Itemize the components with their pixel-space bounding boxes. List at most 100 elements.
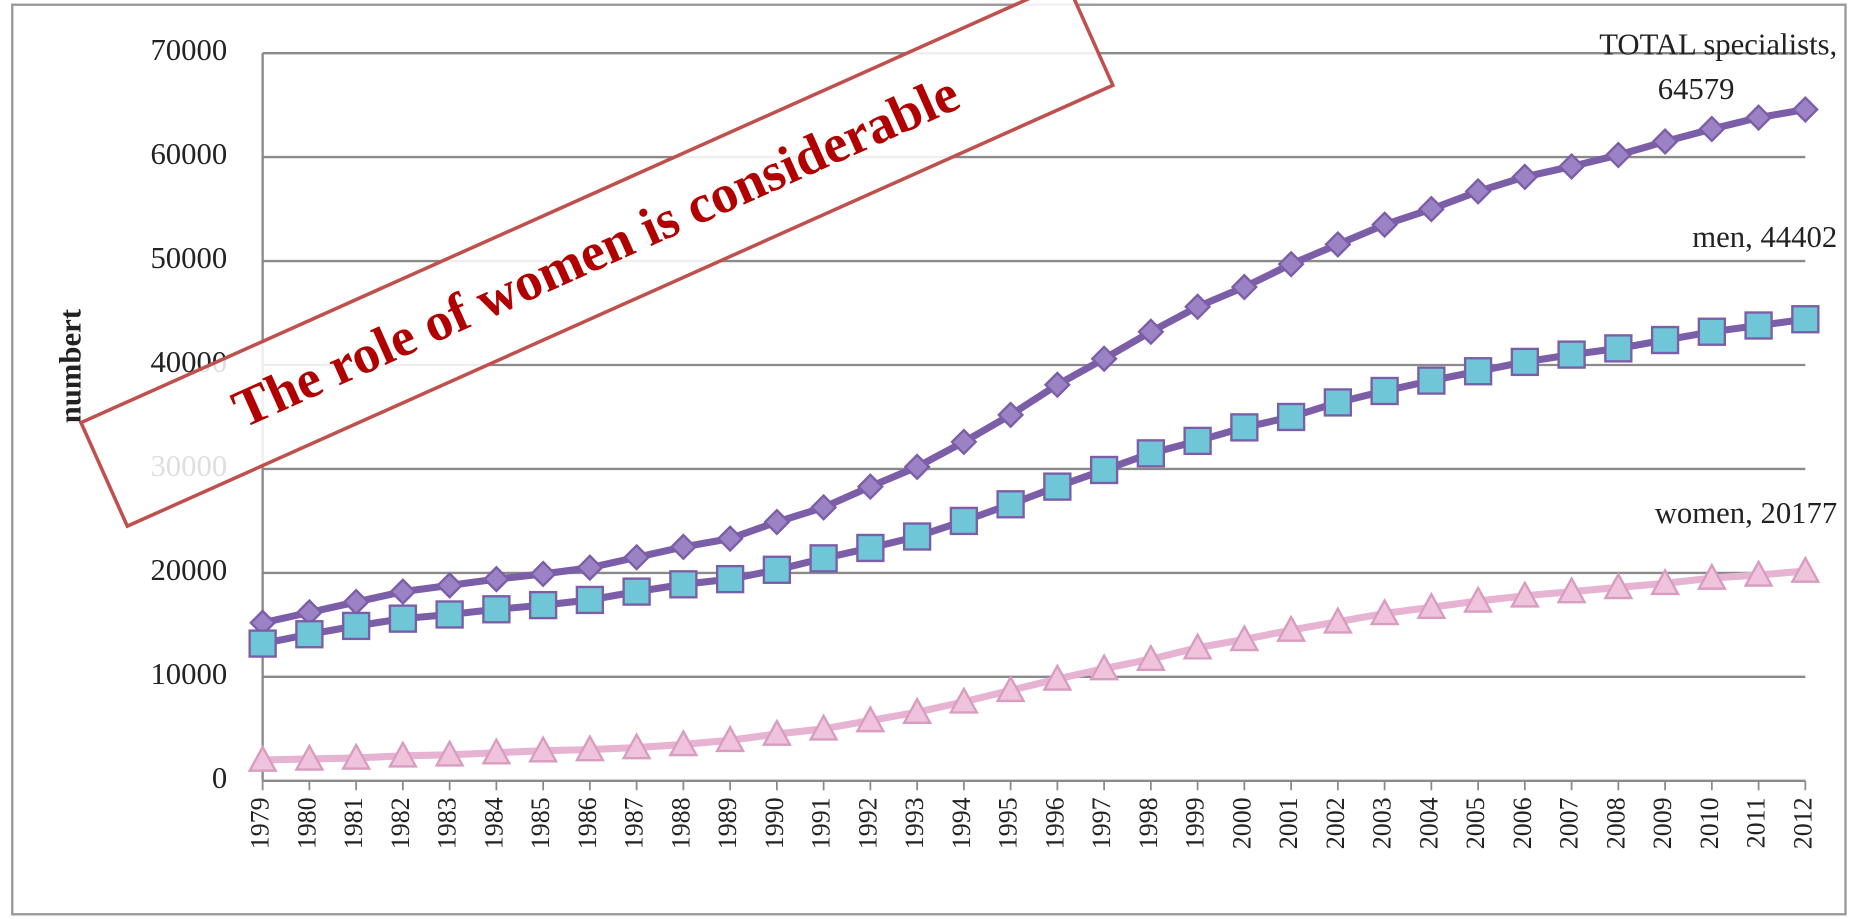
triangle-marker xyxy=(621,732,652,760)
x-tick-label: 1998 xyxy=(1134,797,1163,849)
diamond-marker xyxy=(763,508,791,536)
triangle-marker xyxy=(528,735,559,763)
square-marker xyxy=(949,506,979,536)
square-marker xyxy=(1136,439,1166,468)
diamond-marker xyxy=(1090,345,1118,373)
triangle-marker xyxy=(1509,580,1540,608)
square-marker xyxy=(1183,426,1212,456)
triangle-marker xyxy=(808,713,839,741)
diamond-marker xyxy=(1230,273,1258,301)
x-tick-label: 2009 xyxy=(1648,797,1677,849)
x-tick-label: 2011 xyxy=(1742,797,1771,848)
square-marker xyxy=(575,585,605,615)
y-tick-label: 0 xyxy=(212,761,227,795)
diamond-marker xyxy=(1324,230,1352,258)
triangle-marker xyxy=(481,737,512,765)
x-tick-label: 1979 xyxy=(246,797,275,849)
x-tick-label: 2002 xyxy=(1321,797,1350,849)
triangle-marker xyxy=(1743,559,1774,587)
triangle-marker xyxy=(1463,585,1494,613)
triangle-marker xyxy=(1042,663,1073,691)
square-marker xyxy=(1744,311,1773,340)
series-line xyxy=(261,106,1806,627)
x-tick-label: 1982 xyxy=(386,797,415,849)
diamond-marker xyxy=(436,571,464,599)
diamond-marker xyxy=(482,565,510,593)
x-tick-label: 1997 xyxy=(1087,797,1116,849)
square-marker xyxy=(1650,325,1680,355)
x-tick-label: 1995 xyxy=(994,797,1023,849)
triangle-marker xyxy=(1182,632,1213,660)
triangle-marker xyxy=(1790,555,1821,583)
square-marker xyxy=(528,590,558,620)
triangle-marker xyxy=(761,718,792,746)
diamond-marker xyxy=(1698,115,1726,143)
square-marker xyxy=(295,620,324,649)
triangle-marker xyxy=(668,728,699,757)
square-marker xyxy=(996,490,1025,519)
square-marker xyxy=(1043,472,1072,501)
square-marker xyxy=(248,629,277,658)
x-tick-label: 2001 xyxy=(1274,797,1303,849)
triangle-marker xyxy=(1696,562,1727,590)
square-marker xyxy=(669,570,698,599)
y-tick-label: 50000 xyxy=(150,241,227,275)
diamond-marker xyxy=(669,533,697,561)
x-tick-label: 1996 xyxy=(1040,797,1069,849)
diamond-marker xyxy=(997,401,1025,429)
triangle-marker xyxy=(387,740,418,768)
diamond-marker xyxy=(810,493,838,521)
diamond-marker xyxy=(623,543,651,571)
annotation: women, 20177 xyxy=(1655,496,1838,530)
square-marker xyxy=(902,522,932,551)
triangle-marker xyxy=(294,743,325,771)
diamond-marker xyxy=(389,578,417,606)
series-line xyxy=(261,315,1806,648)
diamond-marker xyxy=(1464,177,1492,205)
diamond-marker xyxy=(950,428,978,456)
triangle-marker xyxy=(855,705,886,733)
triangle-marker xyxy=(1322,606,1353,634)
diamond-marker xyxy=(576,554,604,582)
diamond-marker xyxy=(903,453,931,481)
diamond-marker xyxy=(716,525,744,553)
diamond-marker xyxy=(529,560,557,588)
y-tick-label: 70000 xyxy=(150,33,227,67)
square-marker xyxy=(809,544,838,573)
x-tick-label: 2003 xyxy=(1368,797,1397,849)
triangle-marker xyxy=(247,744,278,772)
y-tick-label: 10000 xyxy=(150,657,227,691)
triangle-marker xyxy=(715,724,746,753)
square-marker xyxy=(1791,305,1820,334)
x-tick-label: 1980 xyxy=(292,797,321,849)
square-marker xyxy=(435,600,464,629)
square-marker xyxy=(482,595,511,624)
x-tick-label: 1988 xyxy=(666,797,695,849)
y-axis-label: numbert xyxy=(54,308,88,423)
triangle-marker xyxy=(995,674,1026,703)
x-tick-label: 2004 xyxy=(1414,797,1443,849)
square-marker xyxy=(762,555,792,584)
x-tick-label: 1985 xyxy=(526,797,555,849)
x-tick-label: 1994 xyxy=(947,797,976,849)
x-tick-label: 1986 xyxy=(573,797,602,849)
triangle-marker xyxy=(341,742,372,770)
callout-box xyxy=(78,0,1116,529)
triangle-marker xyxy=(902,696,933,725)
square-marker xyxy=(388,604,418,633)
x-tick-label: 1981 xyxy=(339,797,368,849)
series-line xyxy=(262,567,1806,764)
diamond-marker xyxy=(1043,371,1071,399)
diamond-marker xyxy=(1417,195,1445,223)
x-tick-label: 2012 xyxy=(1788,797,1817,849)
diamond-marker xyxy=(856,473,884,501)
x-tick-label: 2010 xyxy=(1695,797,1724,849)
square-marker xyxy=(1557,340,1586,369)
square-marker xyxy=(1463,357,1493,386)
x-tick-label: 1989 xyxy=(713,797,742,849)
triangle-marker xyxy=(1416,591,1447,620)
square-marker xyxy=(1417,366,1446,395)
triangle-marker xyxy=(1650,567,1681,596)
square-marker xyxy=(1089,455,1119,485)
